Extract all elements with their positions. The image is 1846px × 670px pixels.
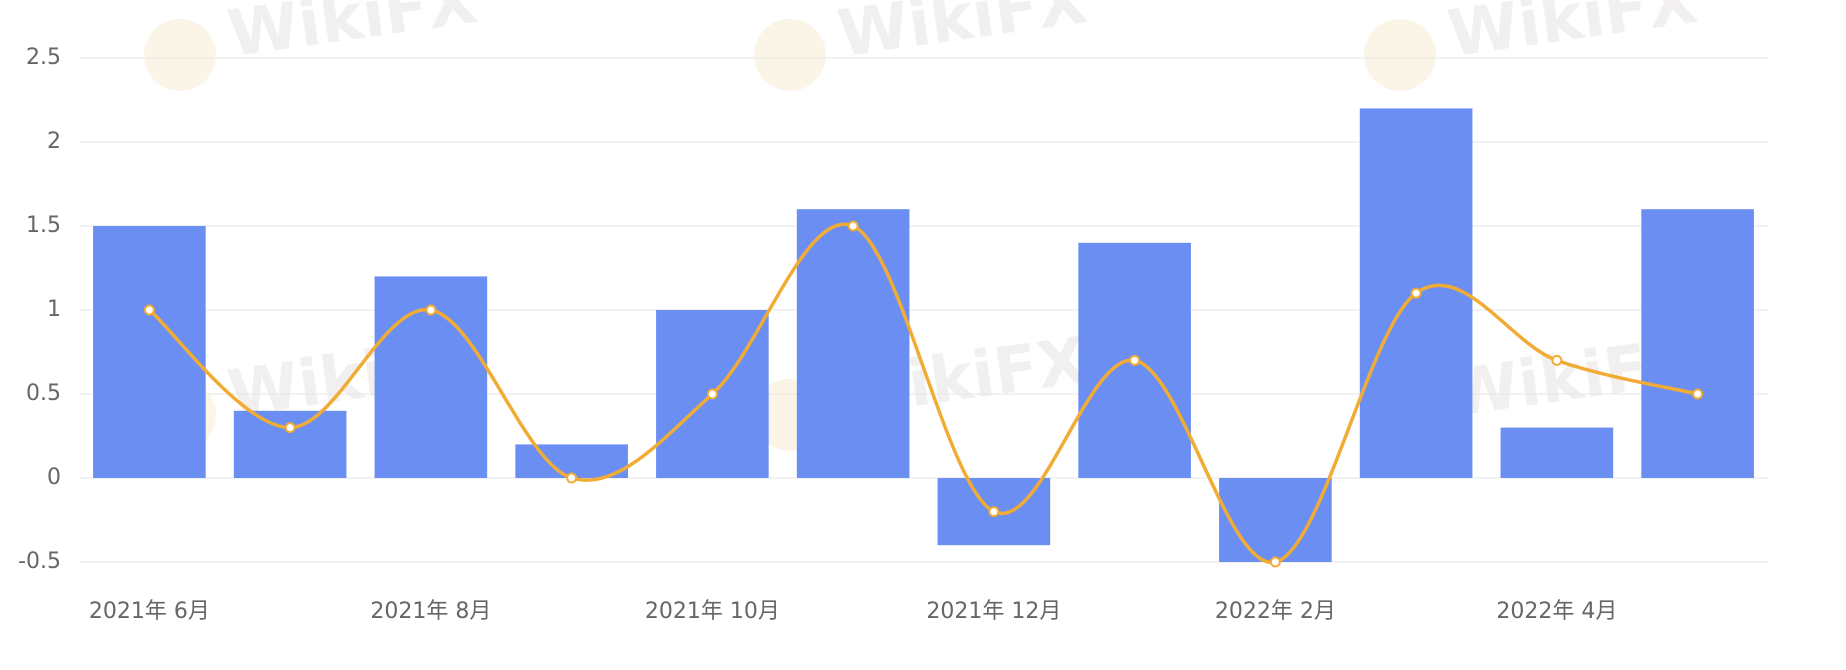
x-tick-label: 2022年 4月	[1496, 599, 1617, 624]
bar	[796, 209, 910, 478]
y-tick-label: 1	[47, 297, 61, 322]
bar	[1219, 478, 1332, 562]
line-point	[1129, 354, 1141, 366]
line-point	[1551, 354, 1563, 366]
line-point	[143, 304, 155, 316]
line-point	[1410, 287, 1422, 299]
y-tick-label: 1.5	[26, 213, 61, 238]
watermark: WikiFX	[1444, 0, 1702, 72]
watermark: WikiFX	[224, 0, 482, 72]
bar	[1641, 209, 1754, 478]
y-tick-label: 2.5	[26, 45, 61, 70]
watermark-logo	[754, 19, 826, 91]
line-point	[284, 422, 296, 434]
line-point	[1269, 556, 1281, 568]
y-tick-label: 0	[47, 465, 61, 490]
line-point	[425, 304, 437, 316]
line-point	[988, 506, 1000, 518]
bar	[1500, 427, 1614, 478]
y-tick-label: -0.5	[18, 549, 61, 574]
x-tick-label: 2021年 6月	[89, 599, 210, 624]
x-tick-label: 2021年 12月	[926, 599, 1061, 624]
bar	[515, 444, 628, 478]
y-tick-label: 2	[47, 129, 61, 154]
line-point	[847, 220, 859, 232]
y-tick-label: 0.5	[26, 381, 61, 406]
line-point	[566, 472, 578, 484]
x-tick-label: 2022年 2月	[1215, 599, 1336, 624]
watermark-logo	[1364, 19, 1436, 91]
watermark-logo	[144, 19, 216, 91]
line-point	[1692, 388, 1704, 400]
x-tick-label: 2021年 10月	[645, 599, 780, 624]
bar	[233, 410, 347, 478]
x-tick-label: 2021年 8月	[370, 599, 491, 624]
line-point	[706, 388, 718, 400]
watermark: WikiFX	[834, 0, 1092, 72]
